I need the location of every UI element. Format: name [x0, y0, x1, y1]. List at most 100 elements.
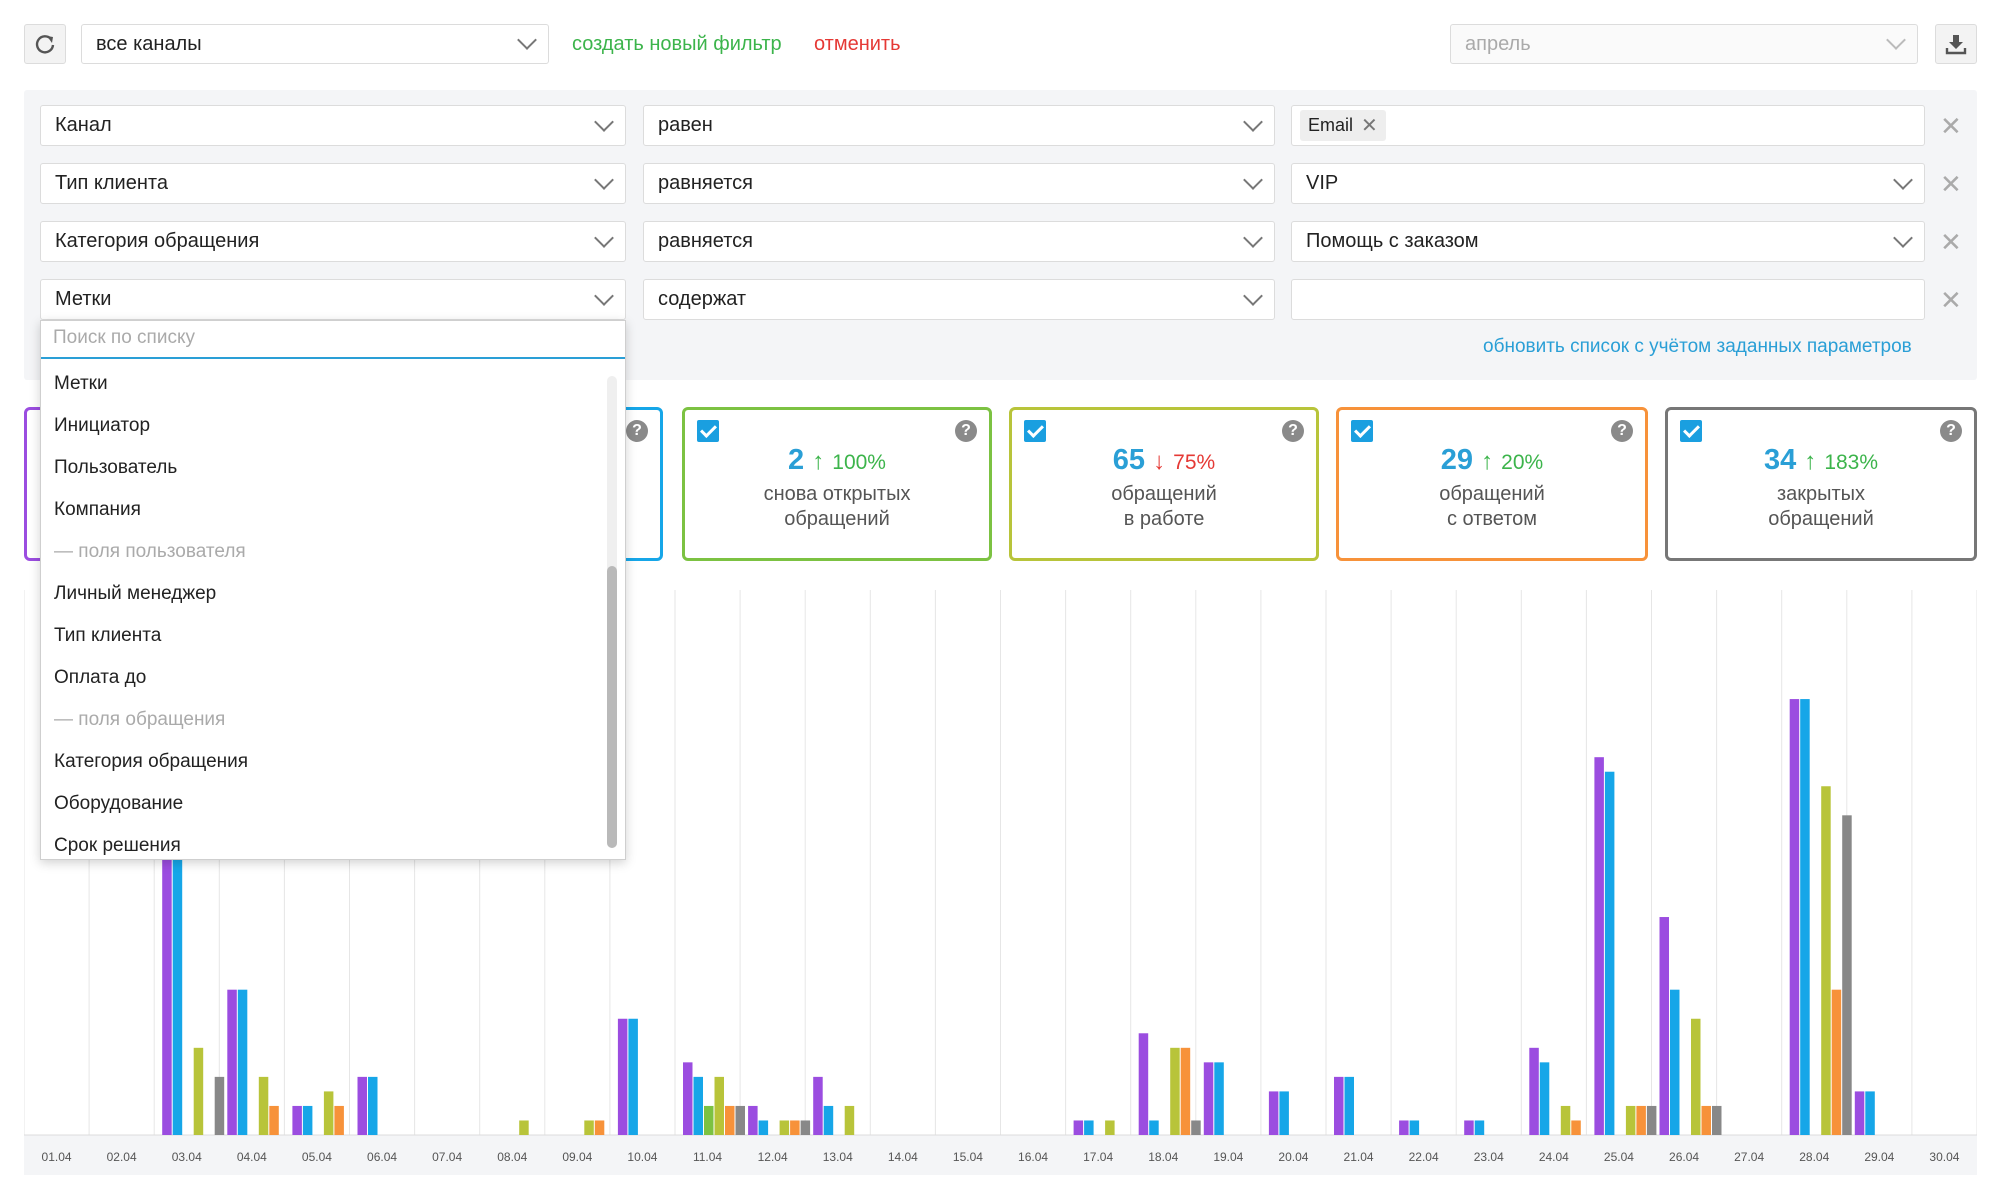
stat-percent: 75%	[1173, 451, 1216, 474]
filter-value-input[interactable]: Email ✕	[1291, 105, 1925, 146]
bar	[1149, 1120, 1159, 1135]
x-tick-label: 17.04	[1083, 1150, 1113, 1164]
x-tick-label: 23.04	[1474, 1150, 1504, 1164]
dropdown-item[interactable]: Оплата до	[54, 667, 147, 688]
chevron-down-icon	[517, 30, 537, 50]
bar	[1191, 1120, 1201, 1135]
filter-field-select[interactable]: Тип клиента	[40, 163, 626, 204]
bar	[1831, 989, 1842, 1135]
bar	[725, 1105, 735, 1135]
help-icon[interactable]: ?	[955, 420, 977, 442]
stat-value-row: 65 ↓ 75%	[1012, 444, 1316, 477]
filter-field-select[interactable]: Метки	[40, 279, 626, 320]
remove-filter-icon[interactable]: ✕	[1940, 169, 1962, 199]
stat-value-row: 29 ↑ 20%	[1339, 444, 1645, 477]
remove-filter-icon[interactable]: ✕	[1940, 285, 1962, 315]
filter-operator-value: равняется	[658, 172, 753, 194]
filter-value-select[interactable]: VIP	[1291, 163, 1925, 204]
bar	[1073, 1120, 1084, 1135]
dropdown-item[interactable]: Срок решения	[54, 835, 181, 856]
chevron-down-icon	[1243, 285, 1263, 306]
bar	[1659, 917, 1669, 1135]
channel-select[interactable]: все каналы	[81, 24, 549, 64]
help-icon[interactable]: ?	[1940, 420, 1962, 442]
filter-operator-value: равняется	[658, 230, 753, 252]
x-tick-label: 08.04	[497, 1150, 527, 1164]
bar	[1701, 1105, 1711, 1135]
update-list-link[interactable]: обновить список с учётом заданных параме…	[1483, 336, 1912, 357]
remove-filter-icon[interactable]: ✕	[1940, 111, 1962, 141]
dropdown-group-header: — поля обращения	[54, 709, 226, 730]
bar	[790, 1120, 800, 1135]
filter-value-input[interactable]	[1291, 279, 1925, 320]
dropdown-item[interactable]: Оборудование	[54, 793, 184, 814]
filter-operator-select[interactable]: равняется	[643, 221, 1275, 262]
x-tick-label: 14.04	[888, 1150, 918, 1164]
refresh-button[interactable]	[24, 24, 66, 64]
dropdown-item[interactable]: Тип клиента	[54, 625, 162, 646]
filter-field-select[interactable]: Категория обращения	[40, 221, 626, 262]
x-tick-label: 04.04	[237, 1150, 267, 1164]
dropdown-scrollbar-thumb[interactable]	[607, 566, 617, 848]
checkbox-checked[interactable]	[697, 420, 719, 442]
filter-field-value: Метки	[55, 288, 112, 310]
month-select[interactable]: апрель	[1450, 24, 1918, 64]
bar	[1334, 1076, 1344, 1135]
bar	[800, 1120, 811, 1135]
bar	[714, 1076, 724, 1135]
bar	[1084, 1120, 1094, 1135]
bar	[1712, 1105, 1722, 1135]
x-tick-label: 02.04	[107, 1150, 137, 1164]
dropdown-item[interactable]: Личный менеджер	[54, 583, 217, 604]
bar	[1594, 757, 1604, 1135]
bar	[813, 1076, 823, 1135]
x-tick-label: 12.04	[758, 1150, 788, 1164]
bar	[1865, 1091, 1875, 1135]
bar	[172, 699, 183, 1135]
create-filter-link[interactable]: создать новый фильтр	[572, 33, 782, 55]
download-button[interactable]	[1935, 24, 1977, 64]
checkbox-checked[interactable]	[1024, 420, 1046, 442]
dropdown-item[interactable]: Компания	[54, 499, 141, 520]
help-icon[interactable]: ?	[1611, 420, 1633, 442]
dropdown-item[interactable]: Пользователь	[54, 457, 178, 478]
filter-value-select[interactable]: Помощь с заказом	[1291, 221, 1925, 262]
bar	[193, 1047, 204, 1135]
cancel-link[interactable]: отменить	[814, 33, 901, 55]
help-icon[interactable]: ?	[626, 420, 648, 442]
dropdown-item[interactable]: Категория обращения	[54, 751, 249, 772]
remove-tag-icon[interactable]: ✕	[1361, 115, 1378, 137]
remove-filter-icon[interactable]: ✕	[1940, 227, 1962, 257]
x-tick-label: 01.04	[42, 1150, 72, 1164]
bar	[1800, 699, 1810, 1135]
filter-field-select[interactable]: Канал	[40, 105, 626, 146]
stat-label-line2: в работе	[1123, 508, 1205, 530]
stat-label: закрытых обращений	[1668, 482, 1974, 532]
bar	[617, 1018, 628, 1135]
dropdown-item[interactable]: Метки	[54, 373, 108, 394]
stat-label-line2: обращений	[784, 508, 890, 530]
help-icon[interactable]: ?	[1282, 420, 1304, 442]
filter-operator-select[interactable]: содержат	[643, 279, 1275, 320]
x-tick-label: 09.04	[562, 1150, 592, 1164]
arrow-up-icon: ↑	[812, 448, 825, 475]
bar	[1560, 1105, 1571, 1135]
bar	[237, 989, 248, 1135]
checkbox-checked[interactable]	[1351, 420, 1373, 442]
stat-percent: 100%	[832, 451, 886, 474]
bar	[1279, 1091, 1289, 1135]
dropdown-search-input[interactable]: Поиск по списку	[41, 321, 625, 359]
filter-operator-select[interactable]: равняется	[643, 163, 1275, 204]
checkbox-checked[interactable]	[1680, 420, 1702, 442]
chevron-down-icon	[594, 285, 614, 306]
chevron-down-icon	[1243, 111, 1263, 132]
stat-value: 34	[1763, 444, 1797, 476]
bar	[302, 1105, 313, 1135]
filter-field-value: Тип клиента	[55, 172, 168, 194]
bar	[1625, 1105, 1636, 1135]
filter-operator-select[interactable]: равен	[643, 105, 1275, 146]
dropdown-item[interactable]: Инициатор	[54, 415, 151, 436]
stat-card-answered: ? 29 ↑ 20% обращений с ответом	[1336, 407, 1648, 561]
x-tick-label: 18.04	[1148, 1150, 1178, 1164]
stat-percent: 20%	[1501, 451, 1544, 474]
